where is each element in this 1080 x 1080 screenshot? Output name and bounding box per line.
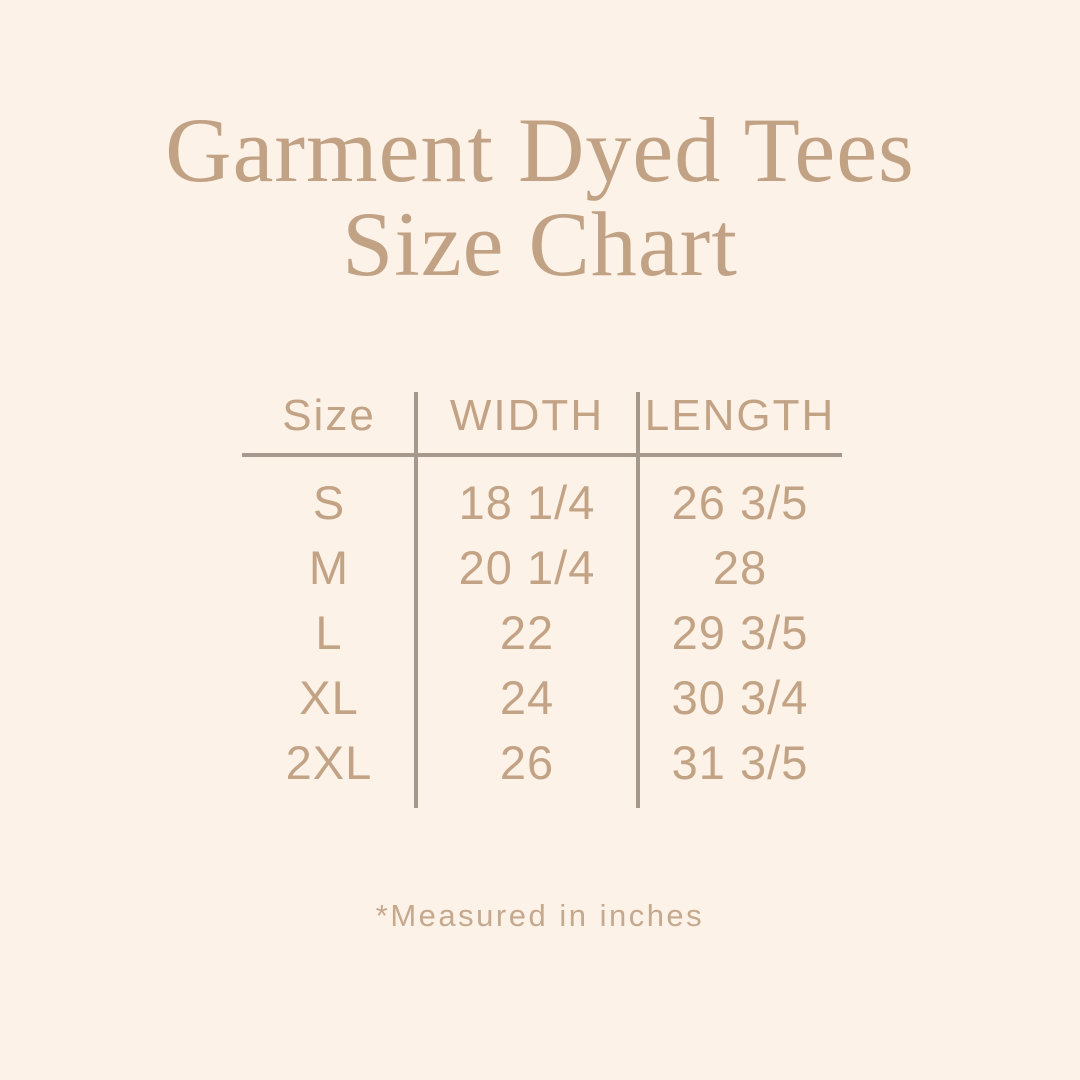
width-value: 20 1/4 [458, 541, 596, 594]
column-divider-width-length [636, 392, 640, 808]
header-width: WIDTH [449, 391, 605, 440]
table-row: S 18 1/4 26 3/5 [242, 470, 842, 535]
header-size: Size [282, 391, 376, 440]
page-title: Garment Dyed Tees Size Chart [0, 103, 1080, 291]
table-row: XL 24 30 3/4 [242, 665, 842, 730]
header-length: LENGTH [644, 391, 836, 440]
column-divider-size-width [414, 392, 418, 808]
length-value: 29 3/5 [671, 606, 809, 659]
size-label: XL [299, 671, 359, 724]
width-value: 26 [499, 736, 555, 789]
width-value: 22 [499, 606, 555, 659]
table-header-row: Size WIDTH LENGTH [242, 385, 842, 447]
size-label: L [315, 606, 343, 659]
table-body: S 18 1/4 26 3/5 M 20 1/4 28 L 22 29 3/5 … [242, 470, 842, 795]
title-line-2: Size Chart [342, 193, 738, 295]
width-value: 18 1/4 [458, 476, 596, 529]
size-label: 2XL [285, 736, 373, 789]
length-value: 30 3/4 [671, 671, 809, 724]
length-value: 31 3/5 [671, 736, 809, 789]
table-row: 2XL 26 31 3/5 [242, 730, 842, 795]
table-header-divider [242, 453, 842, 457]
measurement-note: *Measured in inches [375, 898, 705, 933]
size-label: S [312, 476, 346, 529]
table-row: M 20 1/4 28 [242, 535, 842, 600]
title-line-1: Garment Dyed Tees [165, 99, 915, 201]
width-value: 24 [499, 671, 555, 724]
length-value: 28 [712, 541, 768, 594]
table-row: L 22 29 3/5 [242, 600, 842, 665]
size-label: M [308, 541, 350, 594]
length-value: 26 3/5 [671, 476, 809, 529]
